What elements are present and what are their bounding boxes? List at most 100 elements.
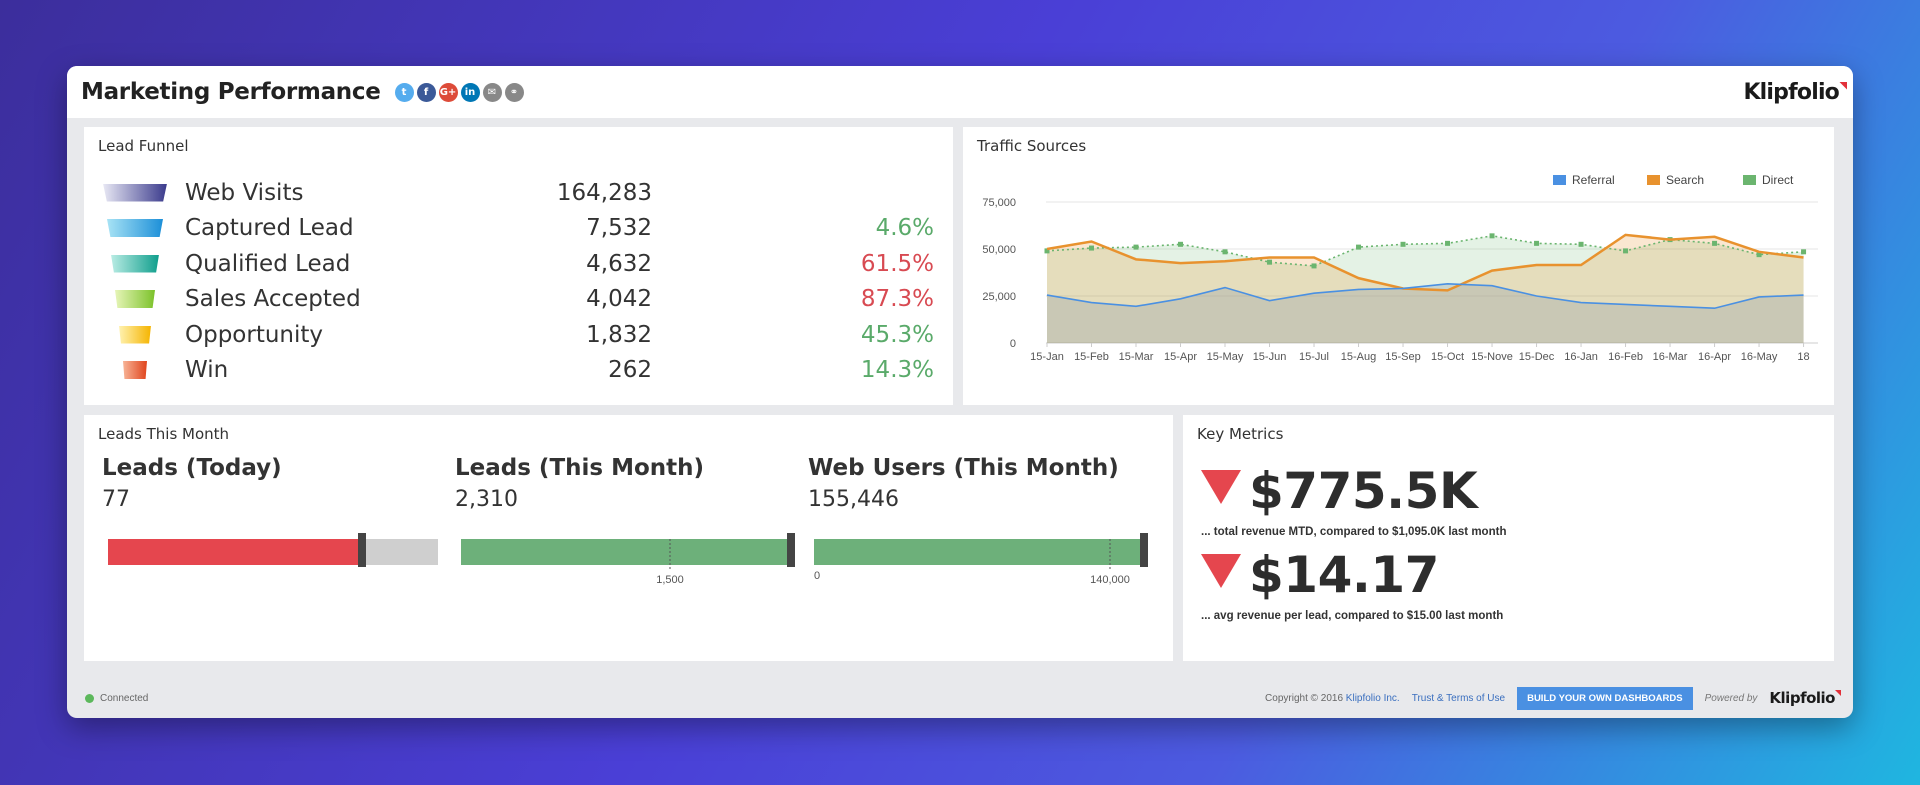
x-tick-label: 15-Jan [1030,351,1064,363]
copyright-link[interactable]: Klipfolio Inc. [1345,692,1400,704]
panel-title-key-metrics: Key Metrics [1197,425,1284,443]
series-point-direct [1267,259,1273,265]
x-tick-label: 15-Oct [1431,351,1464,363]
x-tick-label: 15-Jul [1299,351,1329,363]
traffic-sources-chart: 0 25,000 50,000 75,000 15-Jan 15-Feb 15-Mar 15-… [982,173,1818,363]
gauge-target-marker [1140,533,1148,567]
x-tick-label: 16-Apr [1698,351,1731,363]
metric-value: $775.5K [1249,462,1478,520]
series-point-direct [1445,240,1451,246]
gauge: Leads (This Month) 2,310 [455,455,785,512]
gauge-target-marker [358,533,366,567]
gauge-fill [461,539,791,565]
traffic-sources-panel: Traffic Sources 0 25,000 50,000 75,000 15-Ja… [963,127,1834,405]
leads-this-month-panel: Leads This Month Leads (Today) 77 Leads (T… [84,415,1173,661]
funnel-label: Web Visits [185,179,304,206]
email-icon[interactable]: ✉ [482,82,502,102]
series-point-direct [1801,249,1807,255]
x-tick-label: 15-Nove [1471,351,1513,363]
series-line-direct [1046,235,1804,267]
terms-link[interactable]: Trust & Terms of Use [1411,692,1506,704]
funnel-conversion-pct: 45.3% [860,321,934,348]
funnel-conversion-pct: 14.3% [860,357,934,383]
funnel-label: Win [185,357,229,383]
y-tick-label: 50,000 [982,244,1016,256]
funnel-row: Win 262 14.3% [84,353,954,388]
copyright: Copyright © 2016 Klipfolio Inc. [1265,693,1400,704]
funnel-row: Opportunity 1,832 45.3% [84,317,954,352]
x-tick-label: 16-Feb [1608,351,1643,363]
facebook-icon[interactable]: f [416,82,436,102]
panel-title-lead-funnel: Lead Funnel [98,137,189,155]
google-plus-icon[interactable]: G+ [438,82,458,102]
x-tick-label: 15-Jun [1253,351,1287,363]
dashboard-frame: Marketing Performance t f G+ in ✉ ⚭ Klipfolio… [67,66,1853,718]
x-tick-label: 15-Aug [1341,351,1376,363]
gauge: Web Users (This Month) 155,446 [808,455,1138,512]
funnel-stage-icon [107,219,163,237]
funnel-stage-icon [119,325,151,344]
twitter-icon[interactable]: t [394,82,414,102]
x-tick-label: 15-May [1207,351,1244,363]
gauge-value: 2,310 [455,487,518,512]
funnel-conversion-pct: 4.6% [875,215,934,241]
gauge-title: Leads (Today) [102,455,282,481]
x-tick-label: 16-May [1741,351,1778,363]
gauge-title: Leads (This Month) [455,455,705,481]
funnel-row: Sales Accepted 4,042 87.3% [84,282,954,317]
gauge: Leads (Today) 77 [102,455,432,512]
legend-swatch-direct [1743,175,1756,185]
klipfolio-logo[interactable]: Klipfolio [1743,80,1847,105]
link-icon[interactable]: ⚭ [504,82,524,102]
funnel-stage-icon [123,361,147,379]
series-area-referral [1047,283,1804,343]
funnel-row: Web Visits 164,283 [84,175,954,210]
series-point-direct [1534,240,1540,246]
top-bar: Marketing Performance t f G+ in ✉ ⚭ Klipfolio [67,66,1853,118]
footer-klipfolio-logo[interactable]: Klipfolio [1769,689,1841,707]
build-dashboards-button[interactable]: BUILD YOUR OWN DASHBOARDS [1517,686,1693,710]
x-tick-label: 18 [1797,351,1809,363]
series-area-search [1047,234,1804,343]
metric-value: $14.17 [1249,546,1439,604]
legend-swatch-referral [1553,175,1566,185]
linkedin-icon[interactable]: in [460,82,480,102]
x-tick-label: 15-Apr [1164,351,1197,363]
funnel-value: 1,832 [586,321,652,348]
series-point-direct [1756,252,1762,258]
gauge-fill [814,539,1144,565]
series-point-direct [1133,244,1139,250]
y-tick-label: 0 [1010,338,1016,350]
connection-status-icon [85,693,94,703]
gauge-bar: 1,500 [461,533,795,586]
footer-brand-text: Klipfolio [1769,689,1835,707]
footer-logo-mark-icon [1835,690,1841,696]
panel-title-leads-this-month: Leads This Month [98,425,230,443]
logo-mark-icon [1839,81,1847,90]
funnel-stage-icon [115,290,155,308]
x-tick-label: 15-Dec [1519,351,1555,363]
funnel-value: 7,532 [586,215,652,241]
series-point-direct [1044,248,1050,254]
legend-swatch-search [1647,175,1660,185]
series-point-direct [1623,248,1629,254]
gauge-start-label: 0 [814,570,820,582]
footer: Connected Copyright © 2016 Klipfolio Inc… [67,678,1853,718]
gauge-title: Web Users (This Month) [808,455,1119,481]
series-point-direct [1356,244,1362,250]
series-point-direct [1311,263,1317,269]
funnel-value: 4,042 [586,286,652,312]
funnel-label: Sales Accepted [185,286,361,312]
funnel-row: Captured Lead 7,532 4.6% [84,211,954,246]
series-point-direct [1178,241,1184,247]
panel-title-traffic-sources: Traffic Sources [977,137,1087,155]
share-icons: t f G+ in ✉ ⚭ [394,82,524,102]
gauge-value: 155,446 [808,487,899,512]
x-tick-label: 15-Mar [1119,351,1154,363]
series-point-direct [1489,233,1495,239]
connection-status: Connected [100,692,149,704]
x-tick-label: 15-Feb [1074,351,1109,363]
funnel-stage-icon [103,183,167,202]
gauge-tick-label: 140,000 [1090,574,1130,586]
funnel-label: Qualified Lead [185,250,351,277]
